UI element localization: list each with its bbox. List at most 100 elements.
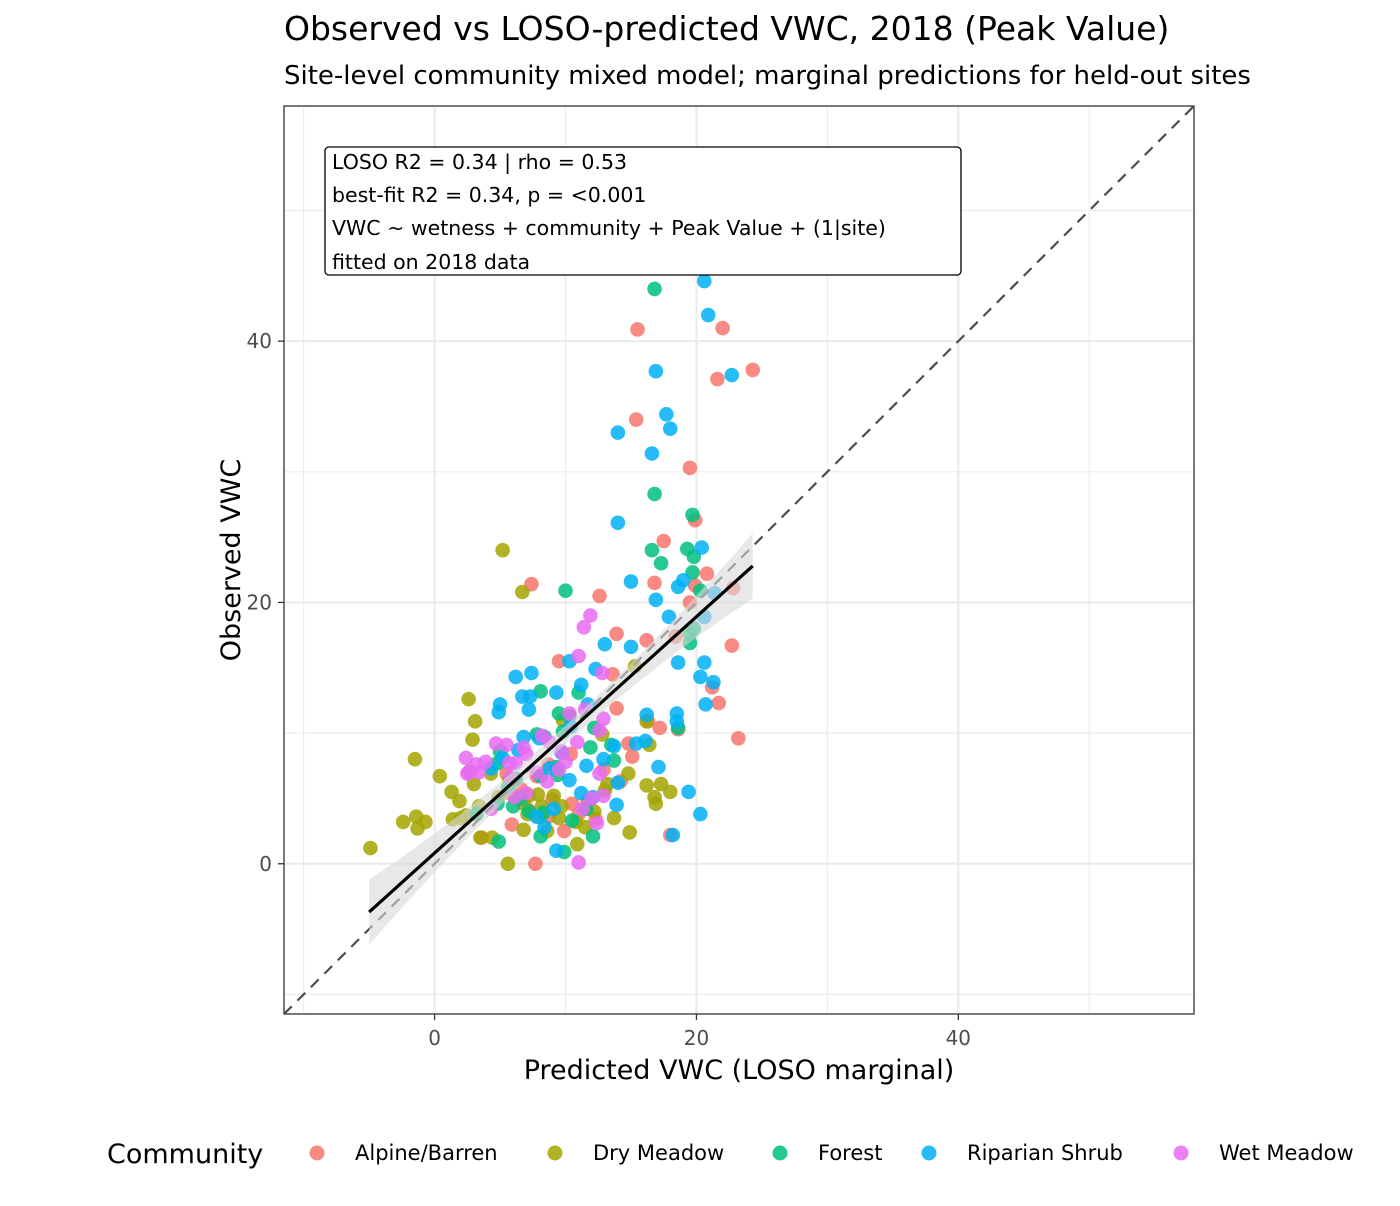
point-riparian-shrub — [694, 540, 709, 555]
point-dry-meadow — [622, 825, 637, 840]
point-riparian-shrub — [669, 714, 685, 729]
chart-subtitle: Site-level community mixed model; margin… — [284, 61, 1251, 91]
point-riparian-shrub — [522, 689, 538, 704]
point-riparian-shrub — [521, 702, 537, 717]
point-wet-meadow — [551, 762, 567, 777]
point-dry-meadow — [569, 836, 585, 852]
point-forest — [644, 542, 660, 558]
point-riparian-shrub — [573, 677, 589, 693]
point-riparian-shrub — [639, 707, 654, 723]
point-wet-meadow — [471, 765, 487, 780]
point-forest — [647, 486, 662, 502]
point-riparian-shrub — [693, 806, 708, 822]
legend-label-forest: Forest — [818, 1141, 882, 1165]
point-wet-meadow — [592, 766, 607, 781]
point-dry-meadow — [452, 793, 467, 809]
point-riparian-shrub — [697, 273, 712, 289]
point-alpine-barren — [711, 695, 727, 711]
point-alpine-barren — [551, 653, 567, 669]
point-forest — [653, 555, 669, 571]
legend-key-wet-meadow — [1173, 1145, 1189, 1161]
legend-item-forest: Forest — [772, 1141, 882, 1165]
point-alpine-barren — [652, 720, 668, 736]
point-riparian-shrub — [516, 729, 531, 745]
point-wet-meadow — [571, 855, 586, 870]
legend-title: Community — [107, 1139, 263, 1170]
point-riparian-shrub — [610, 515, 626, 531]
point-alpine-barren — [731, 731, 746, 746]
point-dry-meadow — [363, 840, 378, 856]
point-riparian-shrub — [662, 421, 678, 436]
point-riparian-shrub — [596, 751, 611, 767]
point-riparian-shrub — [549, 685, 564, 700]
x-tick-label: 40 — [946, 1026, 971, 1050]
point-alpine-barren — [745, 362, 761, 378]
point-wet-meadow — [562, 706, 577, 721]
legend-item-wet-meadow: Wet Meadow — [1173, 1141, 1354, 1165]
point-riparian-shrub — [606, 738, 622, 754]
legend-label-dry-meadow: Dry Meadow — [593, 1141, 724, 1165]
point-alpine-barren — [504, 817, 520, 832]
point-wet-meadow — [478, 754, 493, 770]
legend-key-alpine-barren — [309, 1145, 325, 1161]
point-riparian-shrub — [644, 446, 660, 461]
point-riparian-shrub — [562, 772, 577, 788]
point-riparian-shrub — [661, 609, 677, 625]
point-forest — [685, 507, 700, 523]
point-dry-meadow — [606, 810, 622, 826]
point-riparian-shrub — [597, 636, 613, 652]
point-riparian-shrub — [659, 407, 674, 422]
point-wet-meadow — [583, 608, 598, 623]
x-axis: 0 20 40 — [428, 1014, 971, 1050]
point-dry-meadow — [515, 584, 530, 600]
x-axis-title: Predicted VWC (LOSO marginal) — [524, 1055, 955, 1086]
point-riparian-shrub — [651, 759, 666, 775]
point-dry-meadow — [407, 751, 423, 767]
point-riparian-shrub — [724, 367, 740, 383]
y-axis-title: Observed VWC — [216, 459, 247, 662]
annotation-line-4: fitted on 2018 data — [332, 250, 530, 274]
point-wet-meadow — [460, 766, 475, 781]
annotation-line-2: best-fit R2 = 0.34, p = <0.001 — [332, 183, 646, 207]
point-riparian-shrub — [609, 797, 624, 813]
point-wet-meadow — [575, 801, 590, 817]
point-wet-meadow — [571, 648, 586, 664]
point-riparian-shrub — [491, 704, 507, 720]
point-forest — [558, 583, 573, 599]
legend-item-riparian-shrub: Riparian Shrub — [921, 1141, 1123, 1165]
point-riparian-shrub — [693, 669, 708, 685]
point-alpine-barren — [628, 412, 644, 427]
point-riparian-shrub — [698, 697, 713, 712]
point-forest — [491, 834, 507, 849]
point-riparian-shrub — [681, 784, 696, 800]
y-tick-label: 0 — [259, 852, 272, 876]
legend-key-dry-meadow — [547, 1145, 563, 1161]
point-alpine-barren — [724, 638, 740, 653]
point-riparian-shrub — [529, 809, 545, 825]
legend-item-dry-meadow: Dry Meadow — [547, 1141, 724, 1165]
point-dry-meadow — [495, 542, 510, 558]
legend: Community Alpine/Barren Dry Meadow Fores… — [107, 1139, 1354, 1170]
stats-annotation-box: LOSO R2 = 0.34 | rho = 0.53 best-fit R2 … — [324, 146, 962, 276]
legend-label-riparian-shrub: Riparian Shrub — [967, 1141, 1123, 1165]
chart-title: Observed vs LOSO-predicted VWC, 2018 (Pe… — [284, 9, 1169, 48]
point-alpine-barren — [609, 626, 624, 642]
fit-line — [368, 564, 754, 914]
point-riparian-shrub — [623, 639, 639, 655]
point-dry-meadow — [648, 796, 664, 811]
point-dry-meadow — [432, 768, 448, 784]
point-riparian-shrub — [670, 655, 686, 670]
point-wet-meadow — [596, 788, 611, 804]
point-dry-meadow — [466, 776, 482, 792]
point-alpine-barren — [624, 749, 640, 764]
point-wet-meadow — [584, 791, 599, 806]
point-dry-meadow — [465, 732, 480, 747]
point-dry-meadow — [516, 822, 531, 838]
point-alpine-barren — [710, 371, 725, 387]
point-dry-meadow — [500, 856, 516, 872]
point-riparian-shrub — [579, 758, 594, 774]
point-forest — [647, 281, 662, 297]
point-wet-meadow — [499, 737, 514, 753]
point-riparian-shrub — [623, 574, 639, 589]
point-wet-meadow — [518, 785, 534, 801]
